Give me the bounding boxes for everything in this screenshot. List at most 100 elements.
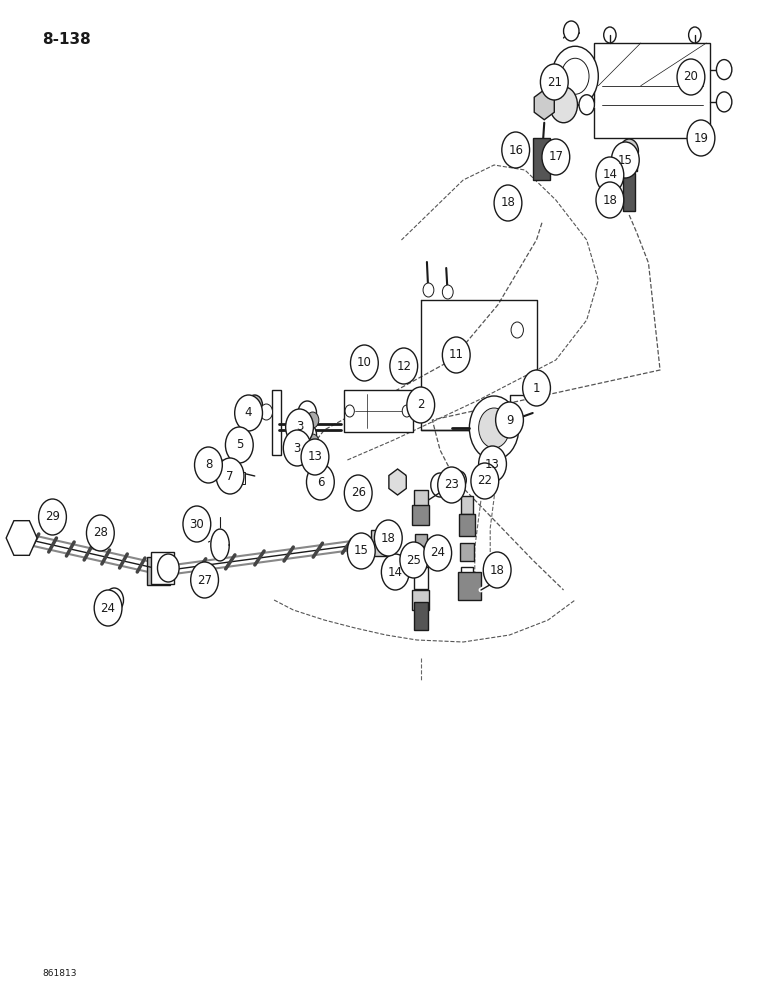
Circle shape (677, 59, 705, 95)
Text: 18: 18 (381, 532, 396, 544)
Circle shape (471, 463, 499, 499)
Text: 18: 18 (602, 194, 618, 207)
Text: 30: 30 (189, 518, 205, 530)
Polygon shape (6, 521, 37, 555)
Circle shape (483, 552, 511, 588)
Circle shape (620, 139, 638, 163)
Circle shape (374, 520, 402, 556)
Circle shape (564, 21, 579, 41)
Bar (461, 496, 473, 514)
Circle shape (689, 27, 701, 43)
Text: 9: 9 (506, 414, 513, 426)
Bar (238, 472, 245, 484)
Circle shape (596, 157, 624, 193)
Circle shape (552, 46, 598, 106)
Text: 1: 1 (533, 381, 540, 394)
Text: 3: 3 (296, 420, 303, 434)
Circle shape (157, 554, 179, 582)
Text: 13: 13 (485, 458, 500, 471)
Circle shape (550, 87, 577, 123)
Polygon shape (211, 529, 229, 561)
Polygon shape (534, 90, 554, 120)
Bar (458, 572, 481, 600)
Circle shape (306, 412, 319, 428)
Circle shape (479, 408, 510, 448)
Bar (344, 390, 413, 432)
Text: 25: 25 (406, 554, 422, 566)
Text: 20: 20 (683, 70, 699, 84)
Circle shape (496, 402, 523, 438)
Circle shape (540, 64, 568, 100)
Circle shape (486, 469, 496, 481)
Circle shape (579, 95, 594, 115)
Text: 19: 19 (693, 131, 709, 144)
Text: 18: 18 (489, 564, 505, 576)
Circle shape (301, 439, 329, 475)
Circle shape (39, 499, 66, 535)
Circle shape (716, 60, 732, 80)
Bar (594, 43, 710, 138)
Circle shape (479, 446, 506, 482)
Bar (461, 567, 473, 583)
Text: 14: 14 (602, 168, 618, 182)
Text: 10: 10 (357, 357, 372, 369)
Text: 26: 26 (350, 487, 366, 499)
Circle shape (400, 542, 428, 578)
Circle shape (402, 405, 411, 417)
Text: 27: 27 (197, 574, 212, 586)
Circle shape (502, 132, 530, 168)
Circle shape (344, 475, 372, 511)
Text: 11: 11 (449, 349, 464, 361)
Circle shape (423, 283, 434, 297)
Bar (459, 514, 475, 536)
Bar (272, 390, 281, 455)
Circle shape (298, 401, 317, 425)
Circle shape (195, 447, 222, 483)
Circle shape (511, 322, 523, 338)
Circle shape (452, 471, 466, 489)
Text: 22: 22 (477, 475, 493, 488)
Circle shape (216, 458, 244, 494)
Circle shape (310, 450, 326, 470)
Text: 13: 13 (307, 450, 323, 464)
Circle shape (286, 409, 313, 445)
Circle shape (260, 404, 273, 420)
Circle shape (298, 423, 317, 447)
Circle shape (306, 434, 319, 450)
Bar (151, 552, 174, 584)
Text: 24: 24 (100, 601, 116, 614)
Text: 3: 3 (293, 442, 301, 454)
Circle shape (438, 467, 466, 503)
Circle shape (596, 182, 624, 218)
Circle shape (407, 387, 435, 423)
Text: 7: 7 (226, 470, 234, 483)
Text: 23: 23 (444, 479, 459, 491)
Text: 2: 2 (417, 398, 425, 412)
Circle shape (94, 590, 122, 626)
Circle shape (716, 92, 732, 112)
Text: 861813: 861813 (42, 969, 77, 978)
Text: 8: 8 (205, 458, 212, 472)
Circle shape (542, 139, 570, 175)
Text: 12: 12 (396, 360, 411, 372)
Bar (414, 602, 428, 630)
Bar (621, 155, 637, 171)
Text: 6: 6 (317, 476, 324, 488)
Circle shape (431, 473, 449, 497)
Circle shape (424, 535, 452, 571)
Circle shape (191, 562, 218, 598)
Text: 18: 18 (500, 196, 516, 210)
Bar (623, 173, 635, 211)
Text: 15: 15 (354, 544, 369, 558)
Circle shape (469, 396, 519, 460)
Text: 24: 24 (430, 546, 445, 560)
Circle shape (611, 142, 639, 178)
Circle shape (350, 345, 378, 381)
Bar (533, 138, 550, 180)
Circle shape (523, 370, 550, 406)
Bar (415, 534, 427, 546)
Text: 28: 28 (93, 526, 108, 540)
Bar (412, 505, 429, 525)
Text: 21: 21 (547, 76, 562, 89)
Circle shape (390, 348, 418, 384)
